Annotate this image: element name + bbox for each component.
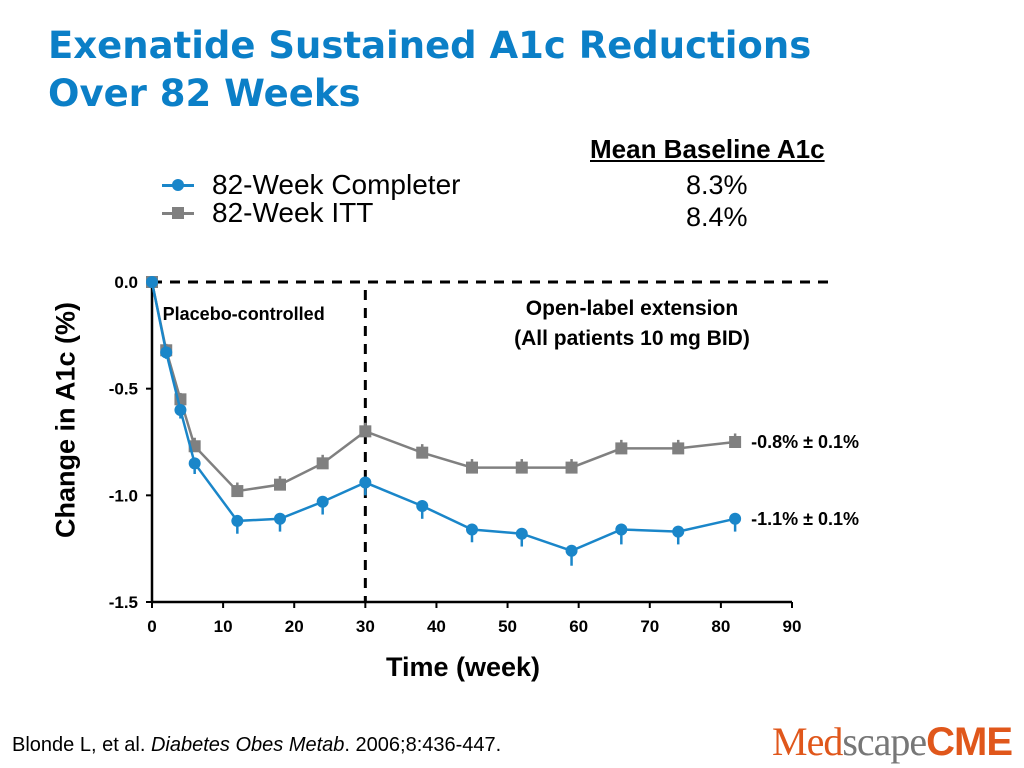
data-point-completer — [359, 476, 372, 489]
citation-journal: Diabetes Obes Metab — [150, 734, 345, 756]
x-tick-label: 40 — [427, 617, 446, 636]
data-point-itt — [359, 425, 372, 438]
x-tick-label: 0 — [147, 617, 156, 636]
data-point-itt — [416, 446, 429, 459]
legend-label-completer: 82-Week Completer — [212, 169, 461, 200]
region-label-open-label: Open-label extension — [526, 297, 738, 320]
end-label-completer: -1.1% ± 0.1% — [751, 509, 859, 529]
y-tick-label: -0.5 — [109, 380, 138, 399]
baseline-value-itt: 8.4% — [686, 202, 748, 232]
citation-authors: Blonde L, et al. — [12, 734, 151, 756]
x-tick-label: 70 — [640, 617, 659, 636]
data-point-itt — [729, 436, 742, 448]
data-point-itt — [231, 485, 244, 498]
data-point-completer — [416, 500, 429, 512]
data-point-completer — [615, 523, 628, 536]
end-label-itt: -0.8% ± 0.1% — [751, 432, 859, 452]
data-point-itt — [565, 461, 578, 474]
data-point-completer — [515, 527, 528, 540]
logo-cme: CME — [926, 720, 1013, 764]
data-point-completer — [729, 512, 742, 525]
x-tick-label: 30 — [356, 617, 375, 636]
x-tick-label: 20 — [285, 617, 304, 636]
legend-square-marker-icon — [172, 207, 184, 219]
y-tick-label: -1.0 — [109, 486, 138, 505]
data-point-completer — [146, 276, 158, 288]
y-tick-label: -1.5 — [109, 593, 138, 612]
legend-circle-marker-icon — [172, 179, 184, 191]
logo-scape: scape — [842, 719, 927, 764]
data-point-completer — [672, 525, 685, 538]
logo-med: Med — [772, 719, 843, 764]
region-label-placebo: Placebo-controlled — [163, 304, 325, 324]
citation-details: . 2006;8:436-447. — [344, 734, 502, 756]
data-point-itt — [466, 461, 478, 474]
data-point-completer — [174, 404, 187, 416]
y-axis-label: Change in A1c (%) — [50, 301, 81, 539]
slide-title: Exenatide Sustained A1c Reductions Over … — [48, 22, 811, 118]
data-point-completer — [231, 514, 244, 527]
medscape-cme-logo: MedscapeCME — [772, 718, 1013, 765]
legend-label-itt: 82-Week ITT — [212, 197, 374, 228]
data-point-completer — [316, 495, 329, 508]
data-point-completer — [274, 512, 286, 525]
citation: Blonde L, et al. Diabetes Obes Metab. 20… — [12, 734, 501, 757]
x-axis-label: Time (week) — [385, 652, 541, 682]
title-line-1: Exenatide Sustained A1c Reductions — [48, 24, 812, 67]
x-tick-label: 50 — [498, 617, 517, 636]
data-point-itt — [672, 442, 685, 455]
x-tick-label: 80 — [711, 617, 730, 636]
y-tick-label: 0.0 — [114, 273, 138, 292]
baseline-heading: Mean Baseline A1c — [590, 134, 825, 164]
data-point-completer — [466, 523, 478, 536]
baseline-value-completer: 8.3% — [686, 170, 748, 200]
data-point-itt — [274, 478, 286, 491]
data-point-itt — [316, 457, 329, 470]
data-point-itt — [515, 461, 528, 474]
x-tick-label: 90 — [783, 617, 802, 636]
data-point-completer — [565, 544, 578, 557]
x-tick-label: 10 — [214, 617, 233, 636]
title-line-2: Over 82 Weeks — [48, 72, 361, 115]
data-point-completer — [160, 346, 173, 359]
data-point-itt — [615, 442, 628, 455]
region-label-open-label-dose: (All patients 10 mg BID) — [514, 327, 750, 350]
x-tick-label: 60 — [569, 617, 588, 636]
data-point-completer — [188, 457, 201, 470]
